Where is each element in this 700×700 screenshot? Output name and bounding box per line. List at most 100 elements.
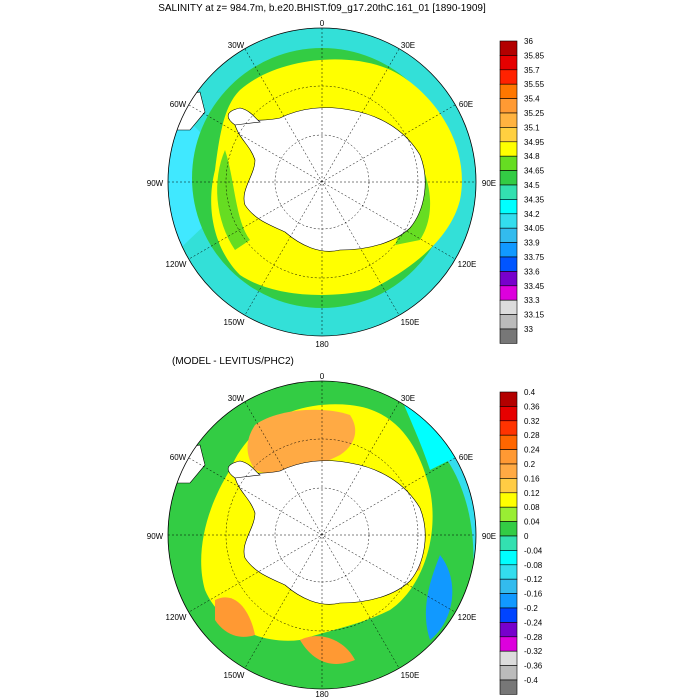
top-antarctica	[234, 107, 426, 252]
top-peninsula	[227, 107, 261, 126]
top-lon-label-120w: 120W	[166, 260, 187, 269]
bottom-colorbar-label: 0.24	[524, 446, 540, 455]
bottom-colorbar-swatch	[499, 478, 518, 494]
top-map-border	[167, 27, 477, 337]
bottom-graticule	[168, 381, 476, 689]
top-colorbar-label: 35.25	[524, 109, 545, 118]
bottom-colorbar-swatch	[499, 449, 518, 465]
bottom-colorbar-label: -0.16	[524, 590, 543, 599]
bottom-colorbar-swatch	[499, 650, 518, 666]
top-lon-label-90w: 90W	[147, 179, 164, 188]
bottom-colorbar-swatch	[499, 679, 518, 695]
top-colorbar-label: 34.95	[524, 138, 545, 147]
bottom-lon-label-90w: 90W	[147, 532, 164, 541]
top-colorbar-swatch	[499, 170, 518, 186]
top-colorbar-label: 35.4	[524, 95, 540, 104]
top-colorbar-label: 33.9	[524, 239, 540, 248]
bottom-colorbar-swatch	[499, 463, 518, 479]
top-colorbar-label: 33	[524, 325, 533, 334]
top-colorbar-swatch	[499, 69, 518, 85]
top-colorbar-label: 34.2	[524, 210, 540, 219]
bottom-colorbar-swatch	[499, 420, 518, 436]
top-lon-label-180: 180	[315, 340, 329, 349]
bottom-lon-label-60w: 60W	[170, 453, 187, 462]
bottom-lon-label-30e: 30E	[401, 394, 415, 403]
bottom-colorbar-swatch	[499, 550, 518, 566]
bottom-colorbar-label: -0.12	[524, 575, 543, 584]
bottom-colorbar-label: 0.4	[524, 388, 536, 397]
top-colorbar-swatch	[499, 199, 518, 215]
bottom-colorbar-label: -0.2	[524, 604, 538, 613]
bottom-colorbar-label: 0	[524, 532, 529, 541]
bottom-colorbar-label: 0.12	[524, 489, 540, 498]
top-title: SALINITY at z= 984.7m, b.e20.BHIST.f09_g…	[158, 3, 486, 14]
bottom-colorbar-label: 0.28	[524, 431, 540, 440]
bottom-colorbar-label: 0.2	[524, 460, 536, 469]
bottom-colorbar-swatch	[499, 593, 518, 609]
top-colorbar-swatch	[499, 271, 518, 287]
top-colorbar-swatch	[499, 256, 518, 272]
bottom-colorbar-label: 0.16	[524, 474, 540, 483]
bottom-colorbar-label: -0.24	[524, 618, 543, 627]
top-lon-label-60w: 60W	[170, 100, 187, 109]
bottom-lon-label-120e: 120E	[458, 613, 477, 622]
bottom-lon-label-30w: 30W	[228, 394, 245, 403]
top-lon-label-60e: 60E	[459, 100, 473, 109]
top-colorbar-swatch	[499, 328, 518, 344]
top-colorbar-swatch	[499, 184, 518, 200]
bottom-lon-label-150e: 150E	[401, 671, 420, 680]
bottom-title: (MODEL - LEVITUS/PHC2)	[172, 356, 294, 367]
top-colorbar-label: 33.3	[524, 296, 540, 305]
bottom-map	[168, 381, 476, 689]
bottom-colorbar-swatch	[499, 506, 518, 522]
top-colorbar-swatch	[499, 127, 518, 143]
bottom-lon-label-180: 180	[315, 690, 329, 699]
bottom-colorbar-swatch	[499, 535, 518, 551]
top-colorbar-label: 34.65	[524, 167, 545, 176]
top-colorbar-swatch	[499, 40, 518, 56]
bottom-colorbar-label: -0.08	[524, 561, 543, 570]
top-lon-label-30e: 30E	[401, 41, 415, 50]
top-colorbar: 36 35.85 35.7 35.55 35.4 35.25 35.1 34.95 34.8 34…	[499, 37, 545, 344]
top-colorbar-label: 33.6	[524, 267, 540, 276]
top-colorbar-label: 34.5	[524, 181, 540, 190]
top-colorbar-swatch	[499, 112, 518, 128]
top-colorbar-swatch	[499, 285, 518, 301]
bottom-field-cyan-ne	[400, 395, 460, 470]
bottom-lon-label-120w: 120W	[166, 613, 187, 622]
bottom-colorbar-swatch	[499, 607, 518, 623]
bottom-colorbar-label: -0.28	[524, 633, 543, 642]
bottom-colorbar-swatch	[499, 406, 518, 422]
top-colorbar-swatch	[499, 98, 518, 114]
top-lon-label-0: 0	[320, 19, 325, 28]
top-field-lightgreen-2	[217, 150, 250, 250]
bottom-colorbar-swatch	[499, 564, 518, 580]
top-colorbar-swatch	[499, 141, 518, 157]
top-colorbar-label: 35.1	[524, 123, 540, 132]
bottom-colorbar-swatch	[499, 636, 518, 652]
bottom-colorbar-label: -0.32	[524, 647, 543, 656]
bottom-colorbar-label: -0.04	[524, 546, 543, 555]
bottom-lon-label-0: 0	[320, 372, 325, 381]
top-colorbar-swatch	[499, 55, 518, 71]
top-lon-label-90e: 90E	[482, 179, 496, 188]
top-lon-labels: 0 30E 60E 90E 120E 150E 180 150W 120W 90…	[147, 19, 496, 349]
bottom-lon-label-60e: 60E	[459, 453, 473, 462]
bottom-map-border	[167, 380, 477, 690]
bottom-field-orange-north	[247, 409, 356, 475]
top-map	[168, 28, 476, 336]
top-colorbar-swatch	[499, 155, 518, 171]
top-colorbar-label: 33.75	[524, 253, 545, 262]
bottom-colorbar-swatch	[499, 391, 518, 407]
bottom-colorbar-swatch	[499, 665, 518, 681]
top-colorbar-swatch	[499, 314, 518, 330]
top-colorbar-label: 33.45	[524, 282, 545, 291]
bottom-lon-label-150w: 150W	[224, 671, 245, 680]
top-graticule	[168, 28, 476, 336]
top-colorbar-label: 34.05	[524, 224, 545, 233]
bottom-colorbar-swatch	[499, 521, 518, 537]
top-colorbar-label: 33.15	[524, 311, 545, 320]
top-colorbar-swatch	[499, 227, 518, 243]
top-lon-label-30w: 30W	[228, 41, 245, 50]
bottom-colorbar-swatch	[499, 434, 518, 450]
